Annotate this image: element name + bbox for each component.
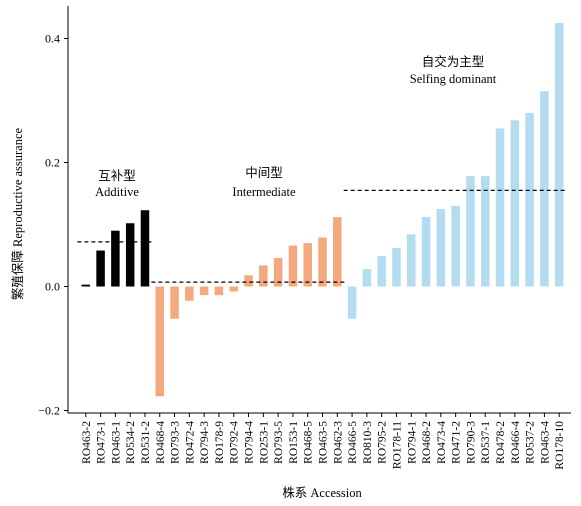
x-tick-label: RO178-11: [391, 421, 403, 469]
x-tick-label: RO473-1: [96, 421, 108, 464]
x-tick-label: RO178-9: [214, 421, 226, 464]
bar-RO537-1: [480, 176, 490, 287]
x-tick-label: RO792-4: [229, 421, 241, 464]
y-tick-label: −0.2: [38, 404, 60, 418]
bars: [81, 23, 564, 397]
x-tick-label: RO153-1: [288, 421, 300, 464]
bar-RO790-3: [466, 176, 475, 287]
x-tick-label: RO472-4: [184, 421, 196, 464]
x-tick-label: RO793-3: [170, 421, 182, 464]
y-tick-label: 0.4: [45, 32, 60, 46]
x-tick-label: RO466-5: [347, 421, 359, 464]
x-tick-label: RO463-4: [539, 421, 551, 464]
group-mean-lines: [77, 189, 568, 283]
bar-RO463-2: [81, 284, 91, 287]
bar-RO466-5: [347, 286, 357, 319]
x-axis-title: 株系 Accession: [282, 485, 362, 500]
x-tick-label: RO794-3: [199, 421, 211, 464]
group-labels: 互补型 Additive 中间型 Intermediate 自交为主型 Selfing d…: [95, 54, 497, 199]
bar-RO153-1: [288, 245, 298, 287]
axes: [67, 6, 571, 414]
x-tick-label: RO531-2: [140, 421, 152, 464]
group-label-en: Additive: [95, 185, 139, 199]
bar-RO794-4: [244, 275, 253, 287]
x-tick-label: RO794-1: [406, 421, 418, 464]
bar-RO178-11: [392, 248, 401, 287]
bar-RO794-1: [407, 234, 416, 287]
bar-RO462-3: [333, 217, 342, 287]
x-tick-label: RO466-4: [510, 421, 522, 464]
y-axis-ticks: −0.2 0.0 0.2 0.4: [38, 32, 68, 418]
y-tick-label: 0.0: [45, 280, 60, 294]
y-tick-label: 0.2: [45, 156, 60, 170]
bar-RO478-2: [495, 128, 505, 287]
x-tick-label: RO537-2: [525, 421, 537, 464]
bar-RO468-2: [421, 217, 431, 287]
x-tick-label: RO793-5: [273, 421, 285, 464]
group-label-en: Intermediate: [232, 185, 296, 199]
x-tick-label: RO463-1: [110, 421, 122, 464]
x-tick-label: RO794-4: [244, 421, 256, 464]
group-label-zh: 中间型: [245, 165, 283, 180]
bar-RO463-5: [318, 237, 327, 287]
x-tick-label: RO534-2: [125, 421, 137, 464]
x-axis-category-labels: RO463-2 RO473-1 RO463-1 RO534-2 RO531-2 RO468…: [81, 413, 566, 470]
x-tick-label: RO178-10: [554, 421, 566, 470]
x-tick-label: RO468-2: [421, 421, 433, 464]
bar-RO178-9: [214, 286, 224, 296]
bar-RO253-1: [259, 265, 268, 287]
bar-RO792-4: [229, 286, 238, 292]
x-tick-label: RO790-3: [465, 421, 477, 464]
bar-RO793-3: [170, 286, 179, 319]
bar-RO473-1: [96, 250, 105, 287]
bar-RO534-2: [125, 223, 135, 287]
x-tick-label: RO471-2: [451, 421, 463, 464]
bar-RO178-10: [554, 23, 564, 287]
bar-RO468-4: [155, 286, 165, 397]
y-axis-title: 繁殖保障 Reproductive assurance: [10, 127, 25, 300]
x-tick-label: RO253-1: [258, 421, 270, 464]
bar-RO471-2: [451, 205, 460, 287]
x-tick-label: RO810-3: [362, 421, 374, 464]
bar-RO794-3: [199, 286, 209, 296]
bar-RO466-4: [510, 120, 520, 287]
x-tick-label: RO468-4: [155, 421, 167, 464]
group-label-en: Selfing dominant: [410, 72, 497, 86]
x-tick-label: RO537-1: [480, 421, 492, 464]
bar-RO463-1: [111, 230, 120, 287]
x-tick-label: RO462-3: [332, 421, 344, 464]
x-tick-label: RO795-2: [377, 421, 389, 464]
bar-RO531-2: [140, 210, 150, 287]
x-tick-label: RO468-5: [303, 421, 315, 464]
bar-RO472-4: [185, 286, 194, 301]
bar-RO463-4: [540, 91, 549, 287]
bar-RO537-2: [525, 112, 534, 287]
group-label-zh: 互补型: [98, 168, 136, 183]
bar-RO468-5: [303, 243, 312, 287]
x-tick-label: RO463-2: [81, 421, 93, 464]
x-tick-label: RO463-5: [318, 421, 330, 464]
bar-RO793-5: [273, 257, 283, 287]
bar-RO810-3: [362, 269, 372, 287]
x-tick-label: RO473-4: [436, 421, 448, 464]
bar-RO473-4: [436, 209, 446, 287]
group-label-zh: 自交为主型: [422, 54, 485, 69]
bar-RO795-2: [377, 256, 386, 287]
x-tick-label: RO478-2: [495, 421, 507, 464]
